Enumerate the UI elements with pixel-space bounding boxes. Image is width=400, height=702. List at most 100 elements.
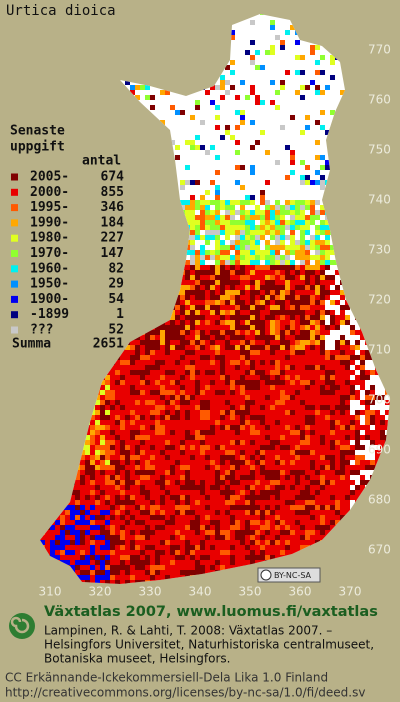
grid-cell: [345, 475, 350, 480]
grid-cell: [160, 515, 165, 520]
grid-cell: [200, 485, 205, 490]
grid-cell: [205, 370, 210, 375]
grid-cell: [315, 140, 320, 145]
grid-cell: [235, 320, 240, 325]
grid-cell: [265, 480, 270, 485]
grid-cell: [270, 400, 275, 405]
grid-cell: [145, 350, 150, 355]
grid-cell: [275, 525, 280, 530]
grid-cell: [340, 425, 345, 430]
grid-cell: [100, 495, 105, 500]
grid-cell: [175, 305, 180, 310]
grid-cell: [220, 510, 225, 515]
grid-cell: [255, 530, 260, 535]
grid-cell: [350, 445, 355, 450]
grid-cell: [155, 400, 160, 405]
grid-cell: [200, 210, 205, 215]
grid-cell: [270, 345, 275, 350]
grid-cell: [215, 365, 220, 370]
grid-cell: [235, 435, 240, 440]
grid-cell: [225, 230, 230, 235]
grid-cell: [300, 520, 305, 525]
grid-cell: [320, 300, 325, 305]
grid-cell: [275, 290, 280, 295]
grid-cell: [315, 355, 320, 360]
grid-cell: [120, 400, 125, 405]
grid-cell: [260, 290, 265, 295]
grid-cell: [215, 505, 220, 510]
grid-cell: [265, 460, 270, 465]
grid-cell: [330, 515, 335, 520]
grid-cell: [275, 260, 280, 265]
grid-cell: [70, 510, 75, 515]
grid-cell: [240, 335, 245, 340]
grid-cell: [270, 525, 275, 530]
grid-cell: [190, 425, 195, 430]
grid-cell: [295, 295, 300, 300]
grid-cell: [340, 505, 345, 510]
grid-cell: [105, 445, 110, 450]
grid-cell: [370, 420, 375, 425]
grid-cell: [115, 415, 120, 420]
grid-cell: [320, 530, 325, 535]
grid-cell: [230, 405, 235, 410]
grid-cell: [220, 75, 225, 80]
grid-cell: [125, 400, 130, 405]
grid-cell: [125, 500, 130, 505]
grid-cell: [260, 325, 265, 330]
grid-cell: [295, 205, 300, 210]
grid-cell: [265, 515, 270, 520]
grid-cell: [235, 300, 240, 305]
grid-cell: [340, 480, 345, 485]
grid-cell: [360, 400, 365, 405]
grid-cell: [235, 530, 240, 535]
grid-cell: [340, 420, 345, 425]
grid-cell: [265, 400, 270, 405]
grid-cell: [330, 110, 335, 115]
grid-cell: [90, 475, 95, 480]
grid-cell: [140, 335, 145, 340]
grid-cell: [225, 225, 230, 230]
grid-cell: [175, 525, 180, 530]
grid-cell: [230, 410, 235, 415]
grid-cell: [225, 425, 230, 430]
grid-cell: [320, 360, 325, 365]
grid-cell: [215, 510, 220, 515]
grid-cell: [295, 210, 300, 215]
grid-cell: [280, 450, 285, 455]
grid-cell: [250, 220, 255, 225]
grid-cell: [135, 525, 140, 530]
grid-cell: [285, 30, 290, 35]
grid-cell: [135, 495, 140, 500]
grid-cell: [290, 435, 295, 440]
grid-cell: [65, 520, 70, 525]
grid-cell: [340, 290, 345, 295]
grid-cell: [340, 380, 345, 385]
grid-cell: [170, 490, 175, 495]
grid-cell: [260, 355, 265, 360]
grid-cell: [225, 345, 230, 350]
grid-cell: [275, 240, 280, 245]
grid-cell: [345, 405, 350, 410]
grid-cell: [260, 440, 265, 445]
grid-cell: [145, 415, 150, 420]
grid-cell: [275, 485, 280, 490]
grid-cell: [215, 105, 220, 110]
grid-cell: [315, 345, 320, 350]
grid-cell: [260, 225, 265, 230]
grid-cell: [125, 530, 130, 535]
grid-cell: [335, 450, 340, 455]
grid-cell: [265, 265, 270, 270]
grid-cell: [295, 370, 300, 375]
grid-cell: [175, 365, 180, 370]
grid-cell: [210, 290, 215, 295]
grid-cell: [240, 215, 245, 220]
grid-cell: [170, 370, 175, 375]
grid-cell: [140, 515, 145, 520]
grid-cell: [365, 480, 370, 485]
grid-cell: [215, 320, 220, 325]
grid-cell: [230, 365, 235, 370]
grid-cell: [205, 225, 210, 230]
grid-cell: [190, 360, 195, 365]
grid-cell: [240, 230, 245, 235]
